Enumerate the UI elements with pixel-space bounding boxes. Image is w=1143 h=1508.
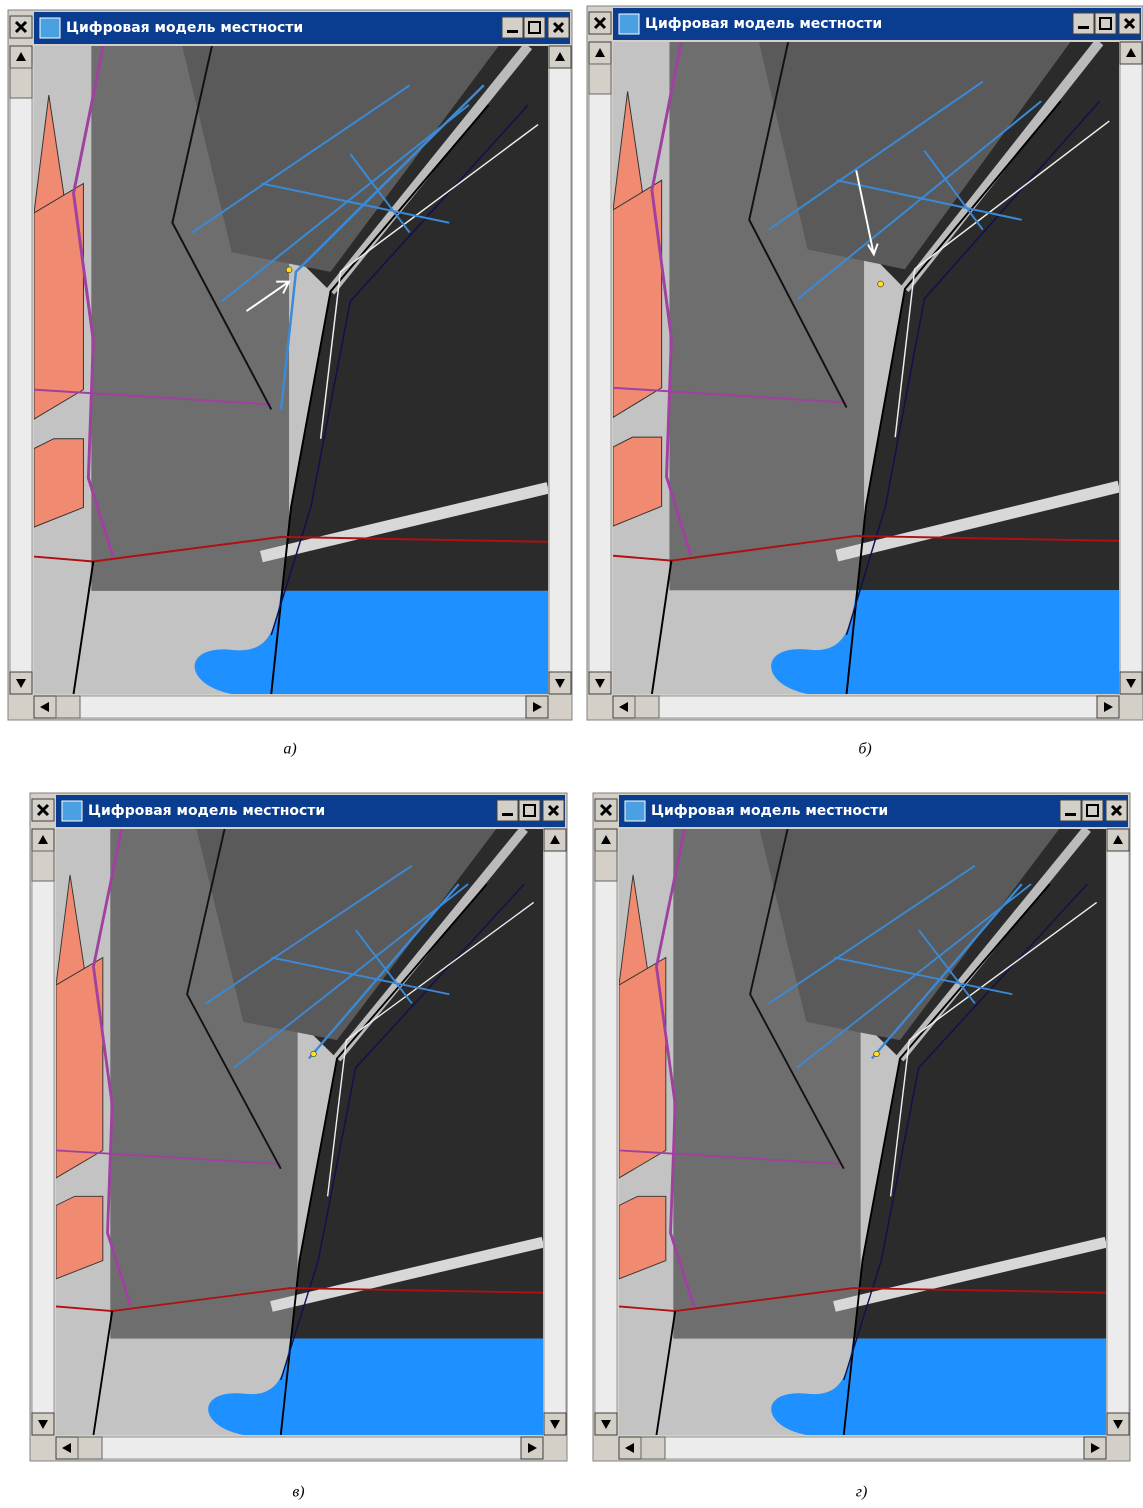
scroll-right-button[interactable] xyxy=(526,696,548,718)
scroll-right-button[interactable] xyxy=(1084,1437,1106,1459)
scroll-left-button[interactable] xyxy=(34,696,56,718)
page: Цифровая модель местности а) Цифровая моде… xyxy=(0,0,1143,1508)
map-window: Цифровая модель местности xyxy=(587,6,1143,720)
map-window: Цифровая модель местности xyxy=(30,793,567,1461)
vertex xyxy=(874,1051,880,1057)
vertex xyxy=(286,267,292,273)
maximize-button-face xyxy=(519,800,540,821)
window-title: Цифровая модель местности xyxy=(88,803,325,819)
maximize-button-face xyxy=(524,17,545,38)
maximize-button[interactable] xyxy=(1082,800,1103,821)
right-scrollbar xyxy=(1120,42,1142,694)
scroll-up-button[interactable] xyxy=(32,829,54,851)
close-left-button[interactable] xyxy=(589,12,611,34)
map-view xyxy=(56,829,543,1435)
map-view xyxy=(34,46,548,694)
horizontal-scrollbar xyxy=(613,696,1119,718)
minimize-button[interactable] xyxy=(1060,800,1081,821)
horizontal-scroll-thumb xyxy=(641,1437,665,1459)
map-view xyxy=(619,829,1106,1435)
minimize-button-glyph xyxy=(1078,26,1089,29)
close-left-button[interactable] xyxy=(32,799,54,821)
scroll-left-button[interactable] xyxy=(619,1437,641,1459)
close-button[interactable] xyxy=(543,800,564,821)
minimize-button-face xyxy=(1073,13,1094,34)
map-window: Цифровая модель местности xyxy=(8,10,572,720)
scroll-down-button[interactable] xyxy=(549,672,571,694)
scroll-up-button[interactable] xyxy=(549,46,571,68)
vertical-scrollbar xyxy=(10,46,32,694)
scroll-up-button[interactable] xyxy=(589,42,611,64)
app-icon xyxy=(62,801,82,821)
horizontal-scrollbar xyxy=(56,1437,543,1459)
vertical-scroll-thumb xyxy=(589,64,611,94)
maximize-button[interactable] xyxy=(524,17,545,38)
vertical-scroll-thumb xyxy=(32,851,54,881)
app-icon xyxy=(619,14,639,34)
close-button[interactable] xyxy=(1119,13,1140,34)
minimize-button[interactable] xyxy=(1073,13,1094,34)
scroll-left-button[interactable] xyxy=(56,1437,78,1459)
horizontal-scroll-thumb xyxy=(635,696,659,718)
scroll-up-button[interactable] xyxy=(1120,42,1142,64)
maximize-button[interactable] xyxy=(1095,13,1116,34)
horizontal-scroll-thumb xyxy=(78,1437,102,1459)
minimize-button-face xyxy=(502,17,523,38)
maximize-button-face xyxy=(1082,800,1103,821)
scroll-up-button[interactable] xyxy=(595,829,617,851)
vertical-scroll-thumb xyxy=(595,851,617,881)
horizontal-scrollbar xyxy=(619,1437,1106,1459)
close-button[interactable] xyxy=(548,17,569,38)
right-scrollbar xyxy=(1107,829,1129,1435)
vertical-scrollbar xyxy=(32,829,54,1435)
minimize-button-glyph xyxy=(507,30,518,33)
caption: б) xyxy=(858,741,871,758)
scroll-down-button[interactable] xyxy=(544,1413,566,1435)
map-window: Цифровая модель местности xyxy=(593,793,1130,1461)
close-left-button[interactable] xyxy=(10,16,32,38)
scroll-up-button[interactable] xyxy=(10,46,32,68)
scroll-down-button[interactable] xyxy=(32,1413,54,1435)
minimize-button-glyph xyxy=(1065,813,1076,816)
vertex xyxy=(311,1051,317,1057)
scroll-up-button[interactable] xyxy=(1107,829,1129,851)
vertical-scrollbar xyxy=(595,829,617,1435)
minimize-button[interactable] xyxy=(502,17,523,38)
scroll-up-button[interactable] xyxy=(544,829,566,851)
horizontal-scroll-thumb xyxy=(56,696,80,718)
right-scrollbar xyxy=(544,829,566,1435)
app-icon xyxy=(40,18,60,38)
scroll-down-button[interactable] xyxy=(589,672,611,694)
close-button[interactable] xyxy=(1106,800,1127,821)
minimize-button-face xyxy=(1060,800,1081,821)
scroll-right-button[interactable] xyxy=(1097,696,1119,718)
scroll-down-button[interactable] xyxy=(10,672,32,694)
close-left-button[interactable] xyxy=(595,799,617,821)
window-title: Цифровая модель местности xyxy=(66,20,303,36)
window-title: Цифровая модель местности xyxy=(645,16,882,32)
scroll-down-button[interactable] xyxy=(1120,672,1142,694)
horizontal-scrollbar xyxy=(34,696,548,718)
scroll-right-button[interactable] xyxy=(521,1437,543,1459)
vertical-scrollbar xyxy=(589,42,611,694)
scroll-down-button[interactable] xyxy=(595,1413,617,1435)
app-icon xyxy=(625,801,645,821)
window-title: Цифровая модель местности xyxy=(651,803,888,819)
caption: а) xyxy=(283,741,296,758)
right-scrollbar xyxy=(549,46,571,694)
maximize-button[interactable] xyxy=(519,800,540,821)
caption: в) xyxy=(292,1484,304,1501)
scroll-down-button[interactable] xyxy=(1107,1413,1129,1435)
scroll-left-button[interactable] xyxy=(613,696,635,718)
minimize-button-face xyxy=(497,800,518,821)
vertex xyxy=(878,281,884,287)
minimize-button[interactable] xyxy=(497,800,518,821)
figure: Цифровая модель местности а) Цифровая моде… xyxy=(0,0,1143,1508)
maximize-button-face xyxy=(1095,13,1116,34)
minimize-button-glyph xyxy=(502,813,513,816)
caption: г) xyxy=(856,1484,868,1501)
map-view xyxy=(613,42,1119,694)
vertical-scroll-thumb xyxy=(10,68,32,98)
